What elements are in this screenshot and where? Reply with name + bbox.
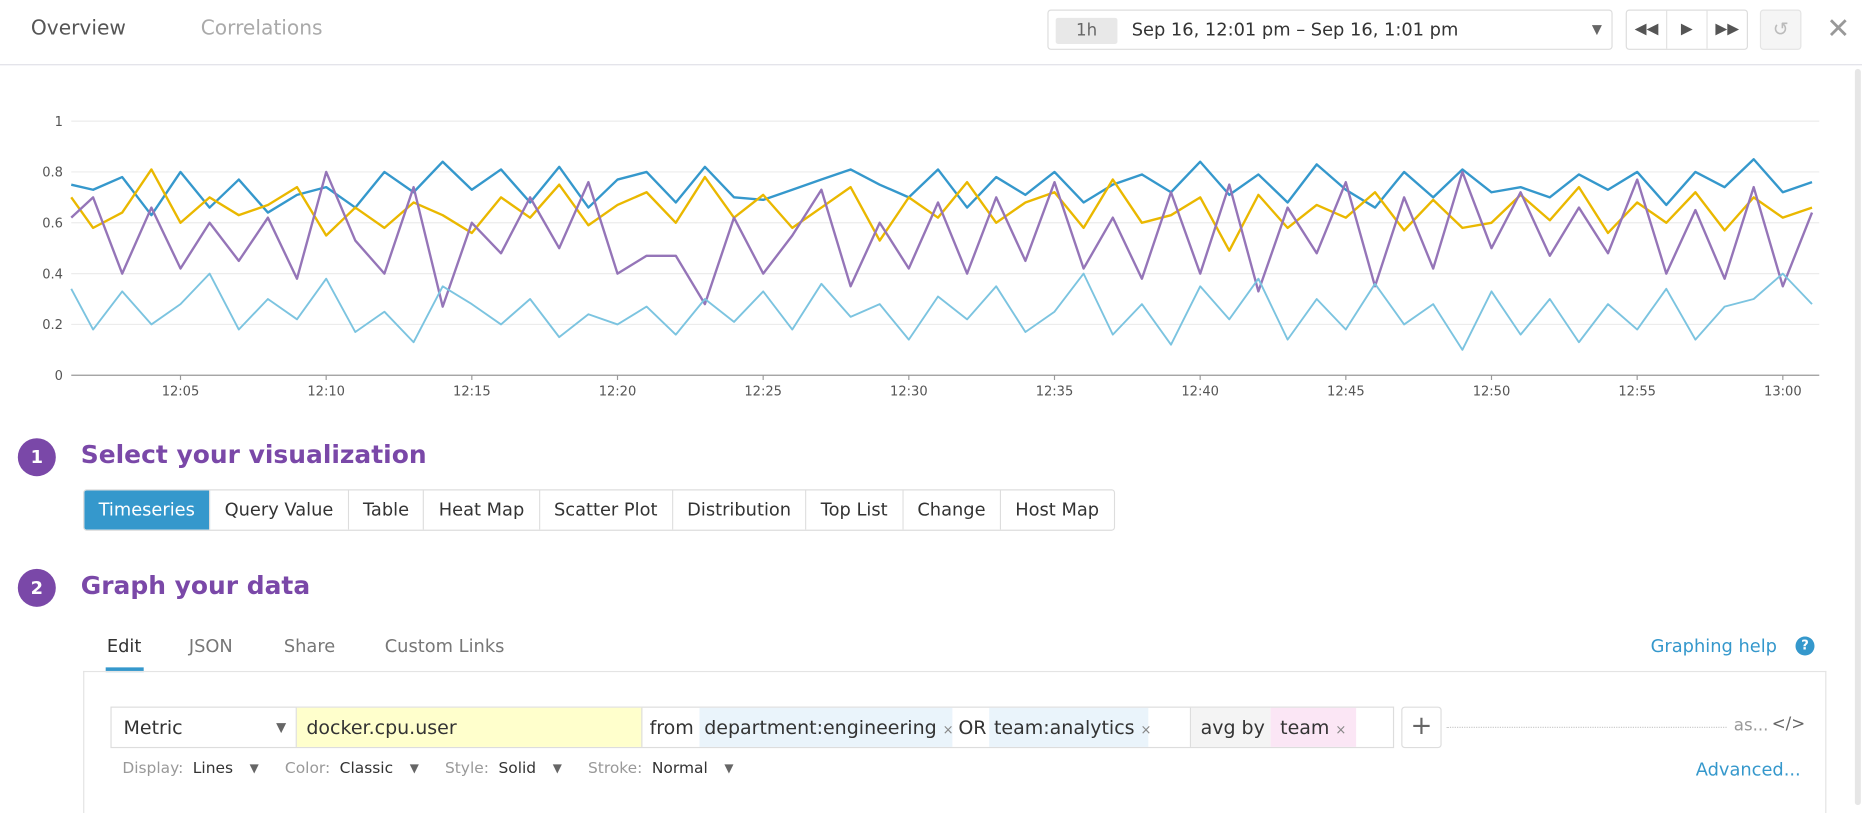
series-line-3 xyxy=(70,272,1813,351)
chevron-down-icon[interactable]: ▼ xyxy=(552,762,562,776)
step-2-title: Graph your data xyxy=(80,571,311,600)
tag-department-engineering[interactable]: department:engineering × xyxy=(699,707,954,747)
tab-overview[interactable]: Overview xyxy=(30,16,126,41)
chevron-down-icon[interactable]: ▼ xyxy=(724,762,734,776)
active-tab-indicator xyxy=(105,667,144,673)
step-1-title: Select your visualization xyxy=(80,440,427,470)
tag-label: department:engineering xyxy=(704,716,937,739)
rewind-icon[interactable]: ◀◀ xyxy=(1627,10,1668,49)
playback-controls: ◀◀ ▶ ▶▶ xyxy=(1625,9,1748,50)
step-2-badge: 2 xyxy=(17,568,56,607)
viz-option-top-list[interactable]: Top List xyxy=(806,490,904,530)
tab-custom-links[interactable]: Custom Links xyxy=(384,635,505,657)
tab-json[interactable]: JSON xyxy=(188,635,233,657)
chevron-down-icon: ▼ xyxy=(276,719,287,736)
divider xyxy=(1446,726,1727,728)
x-tick-label: 13:00 xyxy=(1764,384,1802,399)
step-1-badge: 1 xyxy=(17,438,56,477)
advanced-link[interactable]: Advanced... xyxy=(1695,758,1801,781)
x-tick-label: 12:50 xyxy=(1473,384,1511,399)
viz-option-distribution[interactable]: Distribution xyxy=(672,490,807,530)
metric-input[interactable]: docker.cpu.user xyxy=(296,707,643,747)
scrollbar[interactable] xyxy=(1854,68,1861,806)
series-line-2 xyxy=(70,170,1814,308)
viz-option-query-value[interactable]: Query Value xyxy=(210,490,349,530)
graphing-help-link[interactable]: Graphing help xyxy=(1650,635,1777,657)
query-type-value: Metric xyxy=(123,716,183,739)
undo-icon[interactable]: ↺ xyxy=(1759,9,1802,50)
tag-team-analytics[interactable]: team:analytics × xyxy=(989,707,1151,747)
x-tick-label: 12:35 xyxy=(1036,384,1074,399)
y-tick-label: 1 xyxy=(55,115,63,130)
x-tick-label: 12:15 xyxy=(453,384,491,399)
or-label: OR xyxy=(958,716,987,739)
alias-button[interactable]: as... xyxy=(1733,716,1769,736)
x-tick-label: 12:05 xyxy=(162,384,200,399)
tag-label: team xyxy=(1280,716,1330,739)
x-tick-label: 12:45 xyxy=(1327,384,1365,399)
y-tick-label: 0.2 xyxy=(42,318,63,333)
from-label: from xyxy=(649,716,694,739)
style-label: Style: xyxy=(444,760,489,778)
header-divider xyxy=(0,64,1862,66)
x-tick-label: 12:55 xyxy=(1618,384,1656,399)
time-preset[interactable]: 1h xyxy=(1055,17,1118,44)
display-label: Display: xyxy=(122,760,184,778)
color-select[interactable]: Classic xyxy=(339,760,394,778)
x-tick-label: 12:25 xyxy=(744,384,782,399)
x-tick-label: 12:30 xyxy=(890,384,928,399)
display-options: Display: Lines ▼ Color: Classic ▼ Style:… xyxy=(122,760,759,778)
stroke-select[interactable]: Normal xyxy=(651,760,708,778)
style-select[interactable]: Solid xyxy=(498,760,537,778)
x-tick-label: 12:20 xyxy=(599,384,637,399)
play-icon[interactable]: ▶ xyxy=(1667,10,1708,49)
tab-share[interactable]: Share xyxy=(283,635,336,657)
viz-option-heat-map[interactable]: Heat Map xyxy=(424,490,540,530)
y-tick-label: 0.4 xyxy=(42,267,63,282)
tab-correlations[interactable]: Correlations xyxy=(200,16,323,41)
remove-tag-icon[interactable]: × xyxy=(1140,722,1152,738)
close-icon[interactable]: ✕ xyxy=(1826,11,1851,46)
viz-option-change[interactable]: Change xyxy=(903,490,1001,530)
tag-input[interactable] xyxy=(1148,707,1192,747)
color-label: Color: xyxy=(284,760,331,778)
chevron-down-icon[interactable]: ▼ xyxy=(249,762,259,776)
viz-option-table[interactable]: Table xyxy=(348,490,425,530)
group-by-tag-team[interactable]: team × xyxy=(1270,707,1357,747)
query-row: Metric ▼ docker.cpu.user from department… xyxy=(110,706,1395,749)
y-tick-label: 0.6 xyxy=(42,217,63,232)
chevron-down-icon[interactable]: ▼ xyxy=(409,762,419,776)
tab-edit[interactable]: Edit xyxy=(106,635,142,657)
code-icon[interactable]: </> xyxy=(1771,714,1806,734)
time-range-text: Sep 16, 12:01 pm – Sep 16, 1:01 pm xyxy=(1131,19,1459,41)
stroke-label: Stroke: xyxy=(587,760,643,778)
timeseries-chart: 0 0.2 0.4 0.6 0.8 1 12:05 12:10 12:15 12:20 12:25 1… xyxy=(42,115,1820,399)
fast-forward-icon[interactable]: ▶▶ xyxy=(1715,20,1740,38)
x-tick-label: 12:10 xyxy=(307,384,345,399)
visualization-selector: Timeseries Query Value Table Heat Map Scatte… xyxy=(83,489,1115,531)
query-type-select[interactable]: Metric ▼ xyxy=(112,707,297,747)
avg-by-label[interactable]: avg by xyxy=(1191,707,1271,747)
time-range-picker[interactable]: 1h Sep 16, 12:01 pm – Sep 16, 1:01 pm ▼ xyxy=(1047,9,1613,50)
x-tick-label: 12:40 xyxy=(1181,384,1219,399)
viz-option-host-map[interactable]: Host Map xyxy=(1000,490,1114,530)
display-select[interactable]: Lines xyxy=(192,760,234,778)
help-icon[interactable]: ? xyxy=(1795,636,1815,656)
chevron-down-icon[interactable]: ▼ xyxy=(1591,21,1602,37)
add-query-button[interactable]: + xyxy=(1401,706,1442,749)
query-editor xyxy=(83,670,1827,813)
viz-option-timeseries[interactable]: Timeseries xyxy=(84,490,211,530)
viz-option-scatter-plot[interactable]: Scatter Plot xyxy=(539,490,673,530)
y-tick-label: 0.8 xyxy=(42,166,63,181)
remove-tag-icon[interactable]: × xyxy=(942,722,954,738)
tag-label: team:analytics xyxy=(993,716,1135,739)
remove-tag-icon[interactable]: × xyxy=(1335,722,1347,738)
y-tick-label: 0 xyxy=(55,369,63,384)
